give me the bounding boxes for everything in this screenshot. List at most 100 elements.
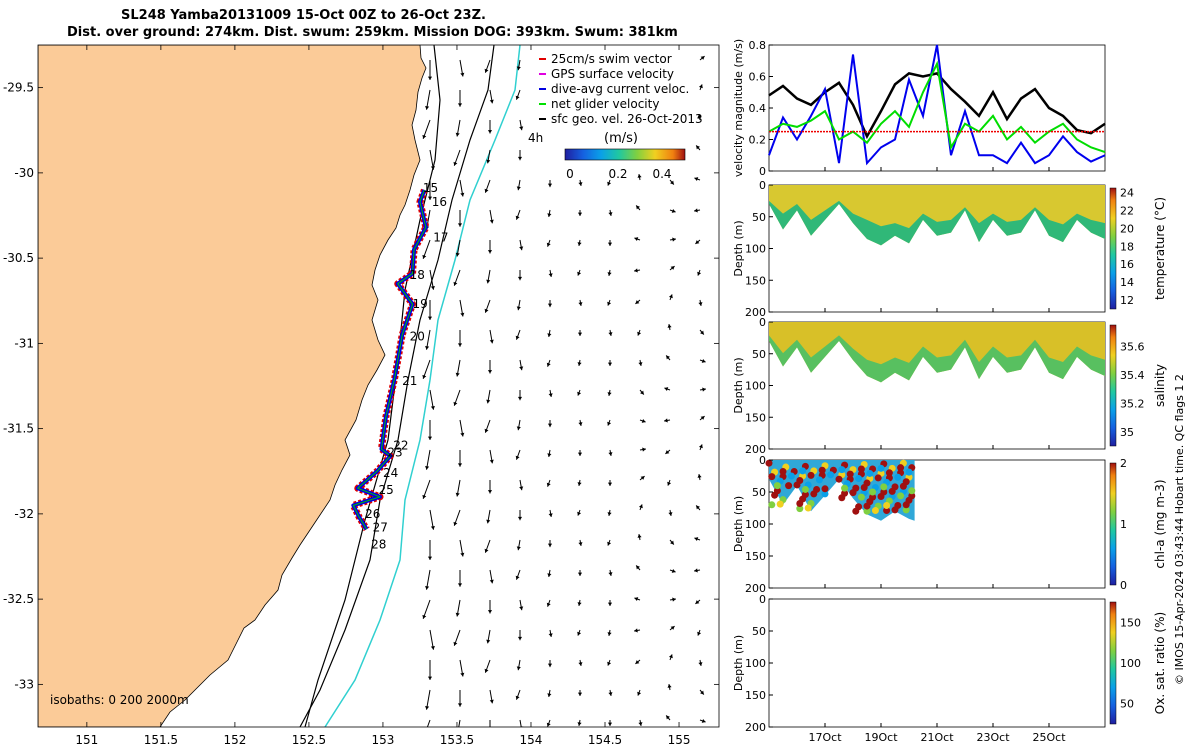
current-arrow-head: [667, 324, 672, 328]
current-arrow-head: [460, 552, 465, 557]
current-arrow-head: [515, 335, 520, 340]
current-arrow-head: [546, 362, 551, 367]
oxygen-section: 0 50 100 150 200 17Oct 19Oct 21Oct 23Oct 25Oct Dep…: [732, 593, 1167, 744]
section-ytick-label: 200: [745, 721, 766, 734]
current-arrow-head: [487, 610, 493, 614]
current-arrow-head: [670, 266, 675, 270]
time-xtick-label: 23Oct: [976, 731, 1010, 744]
current-arrow-head: [607, 301, 612, 306]
current-arrow-head: [460, 432, 465, 437]
current-arrow-head: [608, 692, 613, 696]
current-arrow-head: [670, 180, 674, 185]
current-arrow-head: [634, 268, 638, 273]
current-arrow-head: [457, 703, 463, 707]
chla-sample-dot: [888, 487, 896, 495]
day-label-17: 17: [433, 231, 448, 245]
current-arrow-head: [695, 600, 700, 604]
current-arrow-head: [668, 654, 673, 659]
salinity-section: 0 50 100 150 200 Depth (m) 35 35.2 35.4 35.6 salin…: [732, 316, 1167, 456]
map-ytick-label: -29.5: [3, 81, 34, 95]
map-xtick-label: 152: [223, 733, 246, 747]
isobath-2000m-line: [299, 45, 495, 727]
colorbar-tick-label: 100: [1120, 657, 1141, 670]
current-arrow-head: [546, 482, 551, 487]
map-ytick-label: -31: [14, 336, 34, 350]
chla-sample-dot: [891, 506, 899, 514]
current-arrow-head: [457, 583, 463, 587]
colorbar-tick-1: 0.2: [608, 167, 627, 181]
chla-sample-dot: [855, 475, 863, 483]
chla-sample-dot: [801, 485, 809, 493]
current-arrow-head: [577, 511, 582, 516]
current-arrow-head: [637, 174, 642, 178]
current-arrow-head: [519, 486, 524, 491]
velocity-ytick-label: 0: [759, 165, 766, 178]
current-arrow-head: [453, 641, 458, 646]
section-colorbar: [1109, 324, 1117, 447]
current-arrow-head: [607, 512, 612, 516]
legend-entry: sfc geo. vel. 26-Oct-2013: [551, 112, 703, 126]
current-arrow-head: [578, 182, 583, 186]
chla-sample-dot: [793, 481, 801, 489]
colorbar-label: salinity: [1153, 364, 1167, 407]
current-arrow-head: [695, 240, 700, 244]
colorbar-tick-label: 50: [1120, 698, 1134, 711]
day-label-23: 23: [387, 445, 402, 459]
current-arrow-head: [697, 474, 702, 478]
chla-sample-dot: [773, 482, 781, 490]
current-arrow-head: [578, 422, 583, 426]
current-arrow-head: [425, 345, 430, 350]
chla-sample-dot: [877, 464, 885, 472]
current-arrow-head: [546, 242, 551, 247]
current-arrow-head: [427, 436, 433, 440]
chla-sample-dot: [846, 470, 854, 478]
current-arrow-head: [634, 597, 639, 602]
current-arrow-head: [427, 76, 433, 80]
section-deep-layer: [769, 200, 1105, 246]
current-arrow-head: [489, 579, 494, 584]
section-ytick-label: 100: [745, 380, 766, 393]
isobaths-label: isobaths: 0 200 2000m: [50, 693, 189, 707]
current-arrow-head: [578, 302, 583, 306]
current-arrow-head: [460, 672, 465, 677]
current-arrow-head: [453, 161, 458, 166]
current-arrow-head: [634, 628, 638, 633]
section-ytick-label: 0: [759, 179, 766, 192]
current-arrow-head: [668, 294, 673, 299]
time-xtick-label: 25Oct: [1032, 731, 1066, 744]
current-arrow-head: [487, 250, 493, 254]
current-arrow-head: [487, 370, 493, 374]
current-arrow-head: [515, 95, 520, 100]
current-arrow-head: [546, 722, 551, 727]
current-arrow-head: [607, 632, 612, 636]
map-ytick-label: -33: [14, 677, 34, 691]
current-arrow: [519, 719, 522, 727]
chla-sample-dot: [863, 507, 871, 515]
current-arrow-head: [516, 66, 521, 71]
current-arrow-head: [671, 208, 676, 213]
time-xtick-label: 17Oct: [808, 731, 842, 744]
current-arrow-head: [577, 271, 582, 276]
map-ytick-label: -32.5: [3, 592, 34, 606]
current-arrow-head: [422, 374, 427, 379]
current-arrow: [458, 719, 461, 727]
legend-entry: 25cm/s swim vector: [551, 52, 672, 66]
map-axes: 151 151.5 152 152.5 153 153.5 154 154.5 155 -29.5…: [3, 45, 719, 747]
current-arrow-head: [422, 134, 427, 139]
current-arrow-head: [697, 114, 702, 118]
current-arrow-head: [489, 699, 494, 704]
current-arrow-head: [672, 597, 676, 602]
map-xtick-label: 152.5: [292, 733, 326, 747]
chla-sample-dot: [866, 469, 874, 477]
chla-sample-dot: [883, 507, 891, 515]
current-arrow-head: [516, 426, 521, 431]
map-xtick-label: 155: [668, 733, 691, 747]
colorbar-label: Ox. sat. ratio (%): [1153, 612, 1167, 714]
day-label-20: 20: [410, 330, 425, 344]
chla-sample-dot: [871, 507, 879, 515]
chla-sample-dot: [869, 488, 877, 496]
current-arrow-head: [637, 534, 642, 538]
chla-sample-dot: [908, 487, 916, 495]
section-ytick-label: 50: [752, 348, 766, 361]
